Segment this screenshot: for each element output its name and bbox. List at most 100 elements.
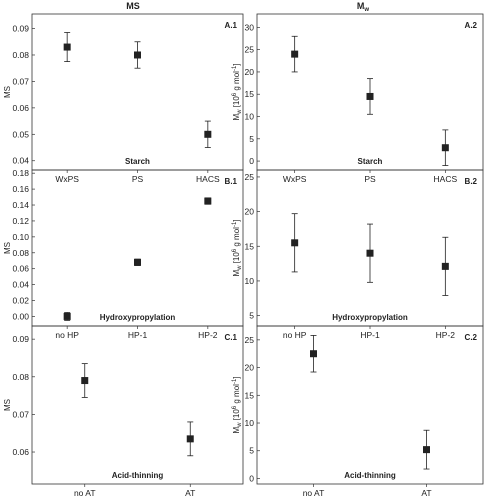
y-tick-label: 0.07 (12, 76, 29, 86)
y-tick-label: 0.07 (12, 409, 29, 419)
y-axis-title-part: M (232, 270, 241, 277)
panel-c-1: 0.06 0.07 0.08 0.09 no AT AT C.1 Acid-thinning M… (3, 325, 244, 498)
x-tick-label: WxPS (55, 174, 79, 184)
x-tick-label: no AT (74, 488, 96, 498)
y-tick-label: 0.14 (12, 200, 29, 210)
y-tick-label: 25 (245, 335, 255, 345)
panel-tag: B.1 (225, 177, 238, 186)
y-tick-label: 0.05 (12, 129, 29, 139)
column-title-mw: Mw (357, 1, 370, 13)
panel-tag: C.2 (465, 333, 478, 342)
y-tick-label: 0.06 (12, 447, 29, 457)
y-tick-label: 15 (245, 89, 255, 99)
panel-b-1: 0.00 0.02 0.04 0.06 0.08 0.10 0.12 0.14 0.16 0.18… (3, 168, 244, 340)
y-axis-title-part: w (237, 422, 243, 428)
column-title-mw-sub: w (363, 7, 369, 13)
panel-tag: A.1 (225, 21, 238, 30)
panel-caption: Starch (125, 157, 150, 166)
x-tick-label: PS (132, 174, 144, 184)
data-point (134, 51, 141, 59)
y-tick-label: 0.16 (12, 184, 29, 194)
y-axis-title-part: [10 (232, 409, 241, 423)
panel-caption: Hydroxypropylation (332, 313, 408, 322)
x-tick-label: WxPS (283, 174, 307, 184)
y-axis-title-part: w (237, 109, 243, 115)
x-tick-label: HP-2 (436, 330, 456, 340)
y-axis-title-part: [10 (232, 252, 241, 266)
data-point (310, 350, 317, 358)
data-point (441, 144, 449, 152)
y-axis-title-part: M (232, 427, 241, 434)
panel-tag: A.2 (465, 21, 478, 30)
column-title-mw-main: M (357, 1, 365, 11)
data-point (291, 239, 299, 247)
data-point (204, 130, 212, 138)
data-point (366, 249, 374, 257)
x-tick-label: PS (364, 174, 376, 184)
y-axis-title-part: g mol (232, 227, 241, 249)
plot-frame (31, 169, 244, 327)
panel-caption: Acid-thinning (112, 471, 164, 480)
data-point (186, 435, 194, 443)
x-tick-label: HP-1 (360, 330, 380, 340)
y-axis-title-part: 6 (232, 248, 238, 252)
y-axis-title: MS (3, 242, 12, 254)
y-tick-label: 0.08 (12, 372, 29, 382)
x-tick-label: HP-1 (128, 330, 148, 340)
panel-b-2: 5 10 15 20 25 no HP HP-1 HP-2 B.2 Hydroxypropylat… (232, 169, 484, 340)
y-tick-label: 10 (245, 418, 255, 428)
y-tick-label: 0.08 (12, 50, 29, 60)
data-point (134, 258, 141, 266)
data-point (291, 50, 299, 58)
panel-a-2: 0 5 10 15 20 25 30 WxPS PS HACS A.2 Starch Mw [106 g… (232, 13, 484, 184)
x-tick-label: no HP (283, 330, 307, 340)
plot-frame (31, 13, 244, 171)
y-tick-label: 0.04 (12, 156, 29, 166)
y-tick-label: 0.06 (12, 103, 29, 113)
y-tick-label: 20 (245, 67, 255, 77)
y-tick-label: 15 (245, 390, 255, 400)
panel-a-1: 0.04 0.05 0.06 0.07 0.08 0.09 WxPS PS HACS A.1 Sta… (3, 13, 244, 184)
y-tick-label: 0.00 (12, 311, 29, 321)
y-axis-title-part: ] (232, 376, 241, 378)
x-tick-label: HACS (434, 174, 458, 184)
y-tick-label: 0.09 (12, 24, 29, 34)
y-axis-title-part: -1 (232, 221, 238, 227)
y-tick-label: 0.10 (12, 232, 29, 242)
panel-caption: Hydroxypropylation (100, 313, 176, 322)
data-point (366, 92, 374, 100)
panel-tag: B.2 (465, 177, 478, 186)
y-axis-title-part: -1 (232, 378, 238, 384)
x-tick-label: no HP (55, 330, 79, 340)
y-tick-label: 0.02 (12, 296, 29, 306)
plot-frame (256, 325, 484, 485)
y-tick-label: 0.08 (12, 248, 29, 258)
plot-frame (31, 325, 244, 485)
y-axis-title-part: 6 (232, 405, 238, 409)
y-axis-title-part: g mol (232, 71, 241, 93)
y-axis-title: Mw [106 g mol-1] (232, 63, 243, 120)
panel-caption: Acid-thinning (344, 471, 396, 480)
y-tick-label: 0.06 (12, 264, 29, 274)
data-point (204, 197, 212, 205)
y-axis-title-part: -1 (232, 65, 238, 71)
y-tick-label: 0 (249, 156, 254, 166)
y-tick-label: 15 (245, 241, 255, 251)
x-tick-label: AT (421, 488, 431, 498)
y-tick-label: 10 (245, 276, 255, 286)
y-axis-title-part: [10 (232, 96, 241, 110)
y-tick-label: 0 (249, 473, 254, 483)
panel-caption: Starch (358, 157, 383, 166)
y-tick-label: 0.09 (12, 334, 29, 344)
data-point (81, 377, 89, 385)
y-axis-title: MS (3, 399, 12, 411)
column-title-ms: MS (126, 1, 140, 11)
y-axis-title: Mw [106 g mol-1] (232, 376, 243, 433)
y-tick-label: 5 (249, 311, 254, 321)
y-axis-title-part: M (232, 114, 241, 121)
data-point (63, 312, 71, 320)
y-tick-label: 25 (245, 45, 255, 55)
panels: 0.04 0.05 0.06 0.07 0.08 0.09 WxPS PS HACS A.1 Sta… (3, 13, 484, 498)
y-tick-label: 25 (245, 172, 255, 182)
